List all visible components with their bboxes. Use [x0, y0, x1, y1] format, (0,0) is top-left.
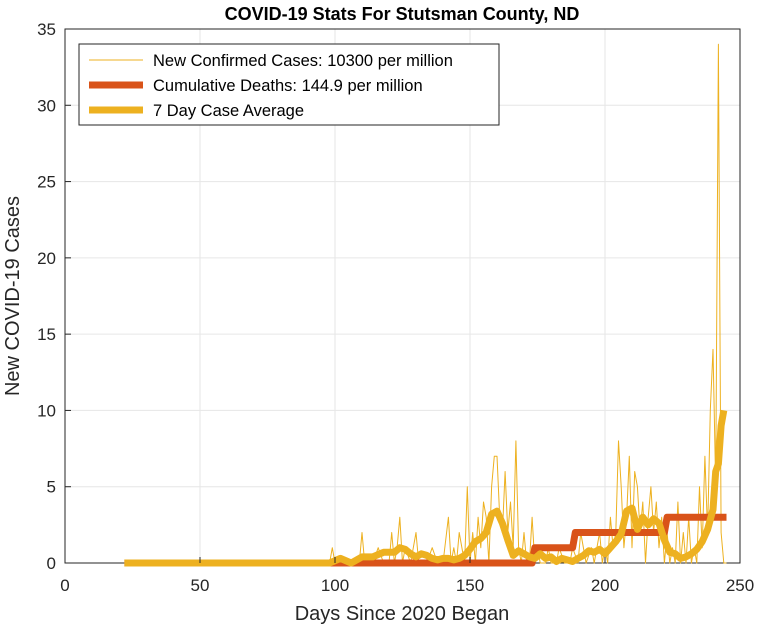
x-tick-label: 0 [60, 576, 69, 595]
series-layer [124, 43, 728, 567]
x-tick-label: 250 [726, 576, 754, 595]
chart-title: COVID-19 Stats For Stutsman County, ND [225, 4, 580, 24]
legend-label-7-day-average: 7 Day Case Average [153, 102, 304, 120]
y-tick-label: 30 [37, 96, 56, 115]
x-tick-label: 100 [321, 576, 349, 595]
y-tick-label: 20 [37, 249, 56, 268]
x-axis-label: Days Since 2020 Began [295, 603, 510, 625]
y-tick-label: 0 [47, 554, 56, 573]
x-tick-label: 200 [591, 576, 619, 595]
x-tick-label: 50 [191, 576, 210, 595]
y-tick-label: 35 [37, 20, 56, 39]
y-tick-label: 5 [47, 478, 56, 497]
legend: New Confirmed Cases: 10300 per million C… [78, 43, 500, 126]
series-7-day-average [124, 409, 728, 567]
x-tick-label: 150 [456, 576, 484, 595]
y-axis-label: New COVID-19 Cases [2, 196, 24, 396]
y-tick-label: 25 [37, 173, 56, 192]
ticks: 0 50 100 150 200 250 0 5 10 15 20 25 30 35 [37, 20, 754, 595]
y-tick-label: 15 [37, 325, 56, 344]
legend-label-cumulative-deaths: Cumulative Deaths: 144.9 per million [153, 77, 423, 95]
legend-box [78, 43, 500, 126]
y-tick-label: 10 [37, 401, 56, 420]
legend-label-new-cases: New Confirmed Cases: 10300 per million [153, 52, 453, 70]
